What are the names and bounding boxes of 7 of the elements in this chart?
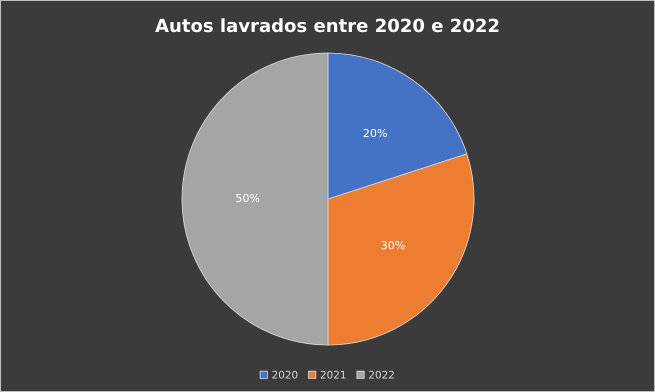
data-label: 30% — [381, 241, 405, 250]
data-label: 20% — [364, 128, 387, 138]
data-label: 50% — [236, 194, 260, 202]
legend-label: 2022 — [369, 370, 394, 379]
legend-label: 2020 — [272, 370, 298, 379]
legend-label: 2021 — [320, 370, 346, 379]
chart-title: Autos lavrados entre 2020 e 2022 — [155, 18, 498, 32]
